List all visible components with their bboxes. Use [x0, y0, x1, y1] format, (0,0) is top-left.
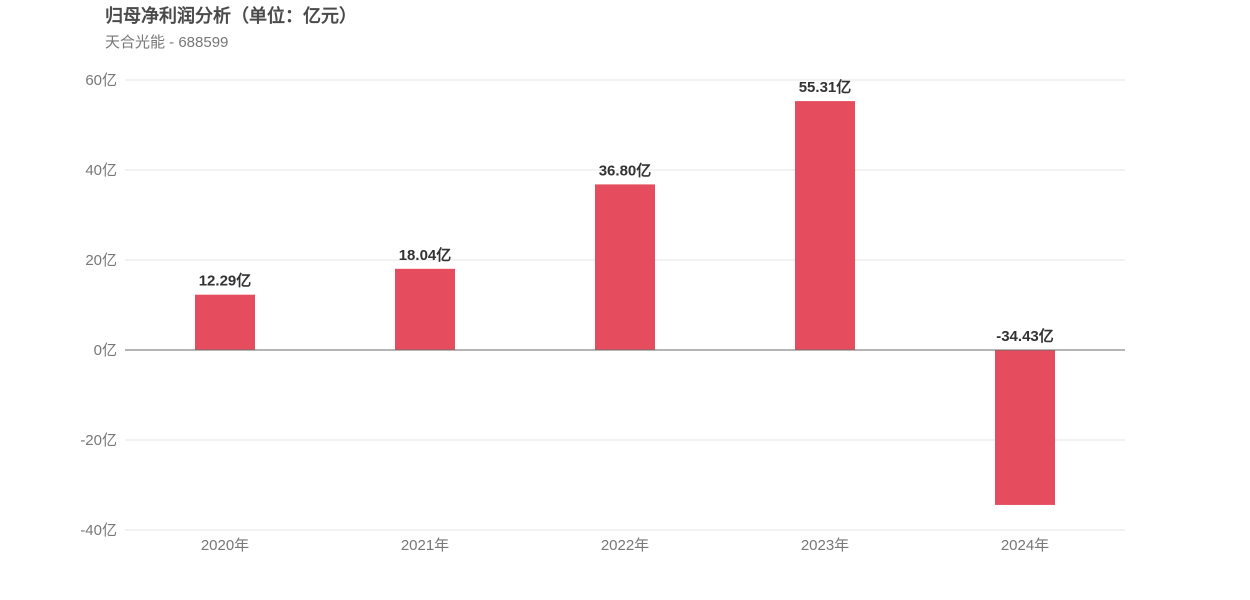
data-label: 12.29亿: [199, 272, 252, 290]
data-label: 55.31亿: [799, 78, 852, 96]
data-label: 18.04亿: [399, 246, 452, 264]
x-tick-label: 2020年: [201, 537, 249, 554]
y-tick-label: 60亿: [85, 72, 117, 89]
y-tick-label: 40亿: [85, 162, 117, 179]
data-label: 36.80亿: [599, 161, 652, 179]
axes: 60亿 40亿 20亿 0亿 -20亿 -40亿 2020年 2021年 2022年 2023年 2…: [80, 72, 1125, 554]
bar: [595, 184, 655, 350]
bar: [795, 101, 855, 350]
data-labels: 12.29亿 18.04亿 36.80亿 55.31亿 -34.43亿: [199, 78, 1054, 345]
chart-title: 归母净利润分析（单位：亿元）: [105, 6, 357, 26]
data-label: -34.43亿: [996, 327, 1054, 345]
y-tick-label: -40亿: [80, 522, 117, 539]
bar: [195, 294, 255, 350]
x-tick-label: 2022年: [601, 537, 649, 554]
y-tick-label: -20亿: [80, 432, 117, 449]
y-tick-label: 20亿: [85, 252, 117, 269]
y-tick-label: 0亿: [94, 342, 117, 359]
bar: [995, 350, 1055, 505]
chart-subtitle: 天合光能 - 688599: [105, 34, 229, 51]
bar: [395, 268, 455, 350]
bars: [195, 101, 1055, 505]
x-tick-label: 2024年: [1001, 537, 1049, 554]
x-tick-label: 2023年: [801, 537, 849, 554]
x-tick-label: 2021年: [401, 537, 449, 554]
